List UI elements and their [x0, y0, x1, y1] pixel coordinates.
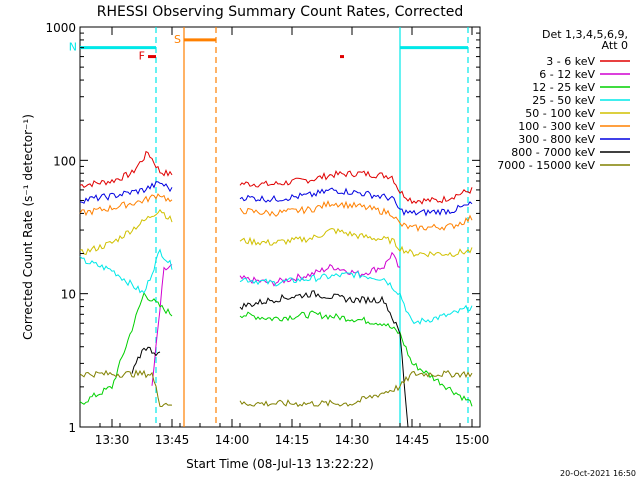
legend-label-8: 7000 - 15000 keV	[497, 159, 595, 172]
annotation-label-1: N	[69, 41, 77, 54]
annotation-label-0: F	[139, 50, 145, 63]
x-tick-label-3: 14:15	[275, 433, 310, 447]
series-5	[79, 193, 473, 232]
annotations-layer: F N S	[69, 33, 468, 63]
y-axis-ticks: 1 10 100 1000	[45, 21, 480, 435]
series-line-5-0	[79, 193, 173, 217]
series-line-4-0	[79, 209, 173, 256]
series-2	[79, 291, 473, 407]
legend-label-2: 12 - 25 keV	[532, 81, 595, 94]
series-7	[131, 290, 409, 428]
legend-header-0: Det 1,3,4,5,6,9,	[542, 28, 628, 41]
legend-label-0: 3 - 6 keV	[546, 55, 595, 68]
legend-label-3: 25 - 50 keV	[532, 94, 595, 107]
legend-label-7: 800 - 7000 keV	[511, 146, 595, 159]
legend-label-4: 50 - 100 keV	[525, 107, 595, 120]
footer-date: 20-Oct-2021 16:50	[560, 469, 636, 478]
series-4	[79, 209, 473, 258]
legend-label-6: 300 - 800 keV	[518, 133, 595, 146]
y-tick-label-2: 100	[53, 154, 76, 168]
series-line-7-0	[131, 346, 161, 374]
series-line-5-1	[239, 200, 473, 232]
y-tick-label-1: 10	[61, 288, 76, 302]
series-line-8-1	[239, 369, 473, 408]
series-line-1-1	[239, 251, 401, 287]
y-axis-label: Corrected Count Rate (s⁻¹ detector⁻¹)	[21, 114, 35, 340]
annotation-label-2: S	[174, 33, 181, 46]
vertical-lines	[155, 27, 469, 427]
series-0	[79, 150, 473, 205]
series-line-2-1	[239, 310, 473, 407]
series-1	[151, 251, 401, 386]
x-tick-label-5: 14:45	[395, 433, 430, 447]
y-tick-label-3: 1000	[45, 21, 76, 35]
series-line-0-1	[239, 169, 473, 205]
x-axis-label: Start Time (08-Jul-13 13:22:22)	[186, 457, 374, 471]
series-3	[79, 248, 473, 325]
series-6	[79, 181, 473, 217]
series-line-3-1	[239, 270, 473, 325]
series-line-3-0	[79, 248, 173, 294]
x-tick-label-1: 13:45	[155, 433, 190, 447]
chart-title: RHESSI Observing Summary Count Rates, Co…	[97, 4, 463, 20]
legend-label-5: 100 - 300 keV	[518, 120, 595, 133]
x-tick-label-4: 14:30	[335, 433, 370, 447]
series-line-1-0	[151, 264, 173, 386]
y-tick-label-0: 1	[68, 421, 76, 435]
x-tick-label-2: 14:00	[215, 433, 250, 447]
series-line-6-0	[79, 181, 173, 204]
series-line-2-0	[79, 291, 173, 405]
legend-label-1: 6 - 12 keV	[539, 68, 595, 81]
series-line-6-1	[239, 187, 473, 217]
series-layer	[79, 150, 473, 428]
series-line-4-1	[239, 227, 473, 258]
series-line-8-0	[79, 369, 173, 408]
x-tick-label-0: 13:30	[95, 433, 130, 447]
x-tick-label-6: 15:00	[455, 433, 490, 447]
series-line-7-1	[239, 290, 409, 428]
series-line-0-0	[79, 150, 173, 188]
series-8	[79, 369, 473, 408]
x-axis-ticks: 13:30 13:45 14:00 14:15 14:30 14:45 15:00	[79, 27, 490, 447]
legend-header-1: Att 0	[602, 39, 628, 52]
